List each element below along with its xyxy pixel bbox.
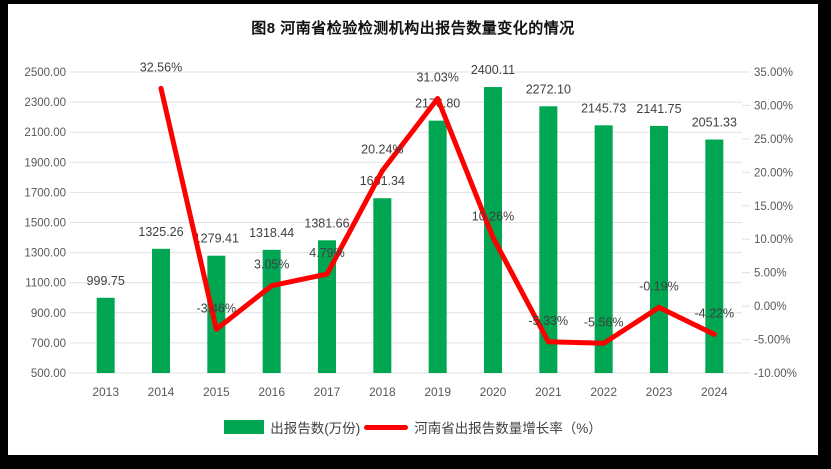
line-label-2014: 32.56% [140,60,182,74]
legend-bar-label: 出报告数(万份) [270,421,361,436]
x-axis-label: 2016 [258,385,285,399]
bar-label-2013: 999.75 [87,274,125,288]
right-axis-tick-label: 35.00% [754,67,793,79]
x-axis-label: 2013 [92,385,119,399]
left-axis-tick-label: 1300.00 [24,248,66,260]
bar-label-2024: 2051.33 [692,116,737,130]
legend-item-line: 河南省出报告数量增长率（%） [364,417,602,437]
line-label-2020: 10.26% [472,209,514,223]
x-axis-label: 2021 [535,385,562,399]
x-axis-label: 2024 [701,385,728,399]
bar-label-2021: 2272.10 [526,82,571,96]
left-axis-tick-label: 1700.00 [24,187,66,199]
line-label-2024: -4.22% [695,306,735,320]
left-axis-tick-label: 900.00 [31,308,66,320]
x-axis-label: 2019 [424,385,451,399]
right-axis-tick-label: 20.00% [754,167,793,179]
bar-label-2017: 1381.66 [304,216,349,230]
right-axis-tick-label: 5.00% [754,268,787,280]
bar-2020 [484,87,502,373]
line-label-2021: -5.33% [529,314,569,328]
x-axis-label: 2014 [148,385,175,399]
right-axis-tick-label: 15.00% [754,201,793,213]
legend-line-label: 河南省出报告数量增长率（%） [414,421,602,436]
bar-2015 [207,255,226,373]
left-axis-tick-label: 2100.00 [24,127,66,139]
legend-bar-swatch [224,420,265,434]
left-axis-tick-label: 1900.00 [24,157,66,169]
chart-canvas [8,4,818,455]
bar-label-2023: 2141.75 [636,102,681,116]
left-axis-tick-label: 1500.00 [24,218,66,230]
left-axis-tick-label: 2300.00 [24,97,66,109]
line-label-2019: 31.03% [416,71,458,85]
bar-2024 [705,139,724,373]
line-label-2023: -0.19% [639,279,679,293]
growth-rate-line [158,85,717,346]
x-axis-label: 2015 [203,385,230,399]
bar-2018 [373,198,392,373]
bar-label-2022: 2145.73 [581,101,626,115]
legend: 出报告数(万份) 河南省出报告数量增长率（%） [8,417,818,437]
chart-title: 图8 河南省检验检测机构出报告数量变化的情况 [251,20,575,37]
x-axis-label: 2022 [590,385,617,399]
bar-label-2015: 1279.41 [194,232,239,246]
line-label-2017: 4.79% [309,246,344,260]
legend-line-swatch [364,424,409,430]
bar-label-2020: 2400.11 [471,63,515,77]
bar-2014 [152,248,170,373]
left-axis-tick-label: 1100.00 [25,278,66,290]
right-axis-tick-label: 0.00% [754,301,787,313]
right-axis-tick-label: 25.00% [754,134,793,146]
line-label-2016: 3.05% [254,258,289,272]
x-axis-label: 2018 [369,385,396,399]
line-label-2018: 20.24% [361,143,403,157]
line-label-2022: -5.56% [584,315,624,329]
bar-label-2014: 1325.26 [138,225,183,239]
bar-label-2018: 1661.34 [360,174,405,188]
bar-2021 [539,106,558,373]
legend-item-bars: 出报告数(万份) [224,417,360,437]
right-axis-tick-label: -10.00% [754,368,797,380]
right-axis-tick-label: 30.00% [754,100,793,112]
left-axis-tick-label: 700.00 [31,338,66,350]
line-label-2015: -3.46% [197,301,237,315]
right-axis-tick-label: 10.00% [754,234,793,246]
x-axis-label: 2023 [646,385,673,399]
bar-2023 [650,125,668,373]
left-axis-tick-label: 2500.00 [24,67,66,79]
x-axis-label: 2017 [314,385,341,399]
bar-2019 [428,120,447,373]
bar-2016 [262,249,281,373]
x-axis-label: 2020 [480,385,507,399]
right-axis-tick-label: -5.00% [754,335,790,347]
left-axis-tick-label: 500.00 [31,368,66,380]
bar-2022 [594,125,613,374]
bar-label-2016: 1318.44 [249,226,294,240]
bar-2013 [96,297,115,373]
